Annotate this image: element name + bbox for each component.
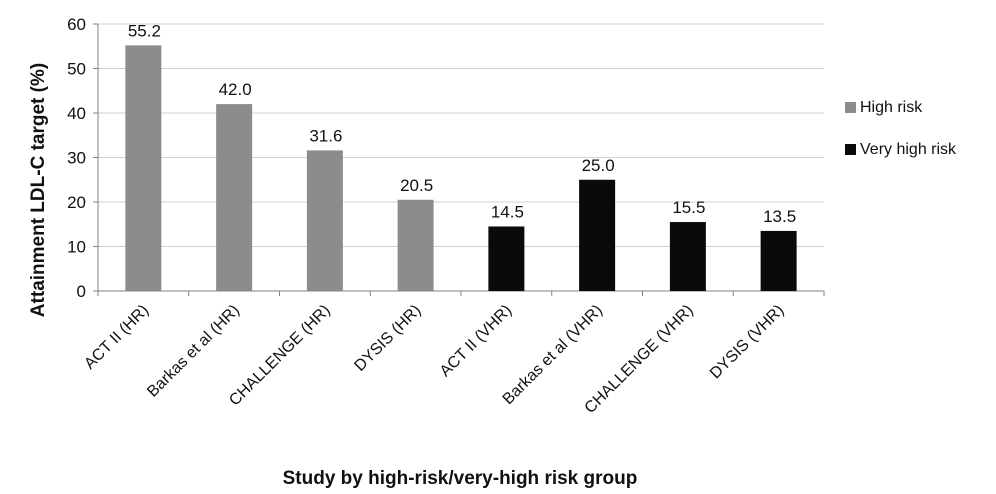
legend-label-0: High risk bbox=[860, 99, 923, 116]
bar-4 bbox=[488, 226, 525, 291]
gridlines bbox=[98, 23, 824, 247]
bar-5 bbox=[579, 179, 616, 291]
data-labels: 55.2 42.0 31.6 20.5 14.5 25.0 15.5 13.5 bbox=[128, 21, 796, 226]
bar-2 bbox=[306, 150, 343, 291]
y-tick-label-2: 20 bbox=[67, 193, 86, 212]
legend: High risk Very high risk bbox=[845, 99, 957, 158]
x-tick-label-5: Barkas et al (VHR) bbox=[500, 302, 606, 408]
data-label-1: 42.0 bbox=[219, 80, 252, 99]
bar-1 bbox=[216, 104, 253, 291]
y-tick-label-5: 50 bbox=[67, 60, 86, 79]
x-tick-label-4: ACT II (VHR) bbox=[437, 302, 515, 380]
bar-0 bbox=[125, 45, 162, 291]
data-label-3: 20.5 bbox=[400, 176, 433, 195]
x-tick-labels: ACT II (HR)Barkas et al (HR)CHALLENGE (H… bbox=[81, 302, 787, 417]
data-label-0: 55.2 bbox=[128, 21, 161, 40]
y-tick-label-0: 0 bbox=[77, 282, 86, 301]
bars bbox=[125, 45, 797, 291]
x-tick-label-0: ACT II (HR) bbox=[81, 302, 152, 373]
legend-label-1: Very high risk bbox=[860, 141, 957, 158]
y-tick-label-6: 60 bbox=[67, 15, 86, 34]
x-tick-label-7: DYSIS (VHR) bbox=[707, 302, 788, 383]
x-axis-title: Study by high-risk/very-high risk group bbox=[283, 468, 638, 489]
y-tick-label-3: 30 bbox=[67, 149, 86, 168]
y-tick-label-4: 40 bbox=[67, 104, 86, 123]
bar-3 bbox=[397, 199, 434, 291]
data-label-7: 13.5 bbox=[763, 207, 796, 226]
bar-6 bbox=[669, 222, 706, 291]
legend-swatch-1 bbox=[845, 144, 856, 155]
axes bbox=[93, 23, 825, 296]
y-tick-labels: 0 10 20 30 40 50 60 bbox=[67, 15, 86, 301]
x-tick-label-1: Barkas et al (HR) bbox=[144, 302, 243, 401]
y-axis-title: Attainment LDL-C target (%) bbox=[28, 63, 49, 317]
x-tick-label-2: CHALLENGE (HR) bbox=[226, 302, 334, 410]
y-tick-label-1: 10 bbox=[67, 238, 86, 257]
bar-7 bbox=[760, 230, 797, 291]
data-label-4: 14.5 bbox=[491, 202, 524, 221]
x-tick-label-3: DYSIS (HR) bbox=[351, 302, 424, 375]
data-label-5: 25.0 bbox=[582, 156, 615, 175]
data-label-2: 31.6 bbox=[309, 126, 342, 145]
legend-swatch-0 bbox=[845, 102, 856, 113]
data-label-6: 15.5 bbox=[672, 198, 705, 217]
